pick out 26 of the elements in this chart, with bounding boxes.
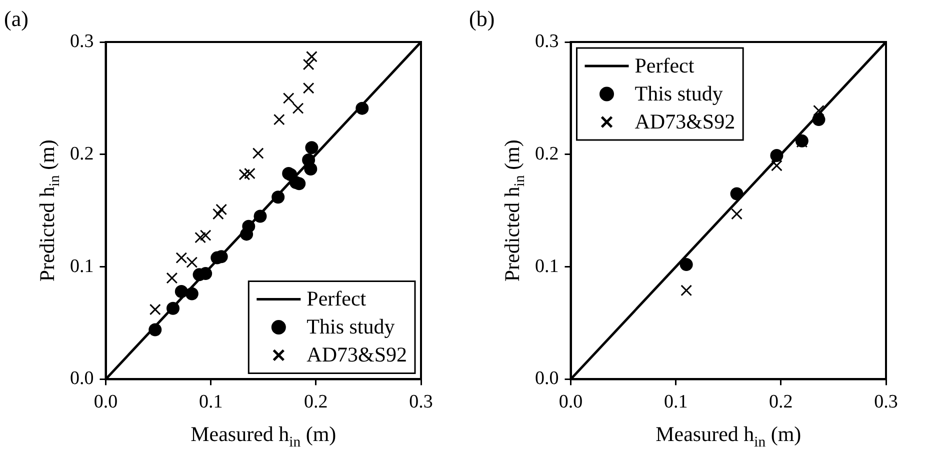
- chart-title: (a): [4, 6, 28, 31]
- y-tick-label: 0.1: [535, 256, 559, 277]
- x-tick-label: 0.0: [94, 392, 118, 413]
- legend-label: This study: [306, 314, 396, 339]
- y-tick-label: 0.1: [70, 256, 94, 277]
- legend-label: AD73&S92: [306, 342, 408, 367]
- chart-title: (b): [469, 6, 495, 31]
- y-axis-title: Predicted hin (m): [34, 140, 63, 282]
- x-tick-label: 0.1: [664, 392, 688, 413]
- x-tick-label: 0.0: [558, 392, 583, 413]
- x-tick-label: 0.3: [409, 392, 433, 413]
- legend-label: AD73&S92: [634, 110, 736, 134]
- y-tick-label: 0.2: [535, 143, 559, 164]
- y-tick-label: 0.0: [70, 368, 94, 390]
- y-tick-label: 0.3: [70, 30, 94, 52]
- y-tick-label: 0.0: [535, 368, 559, 390]
- y-tick-label: 0.2: [70, 143, 94, 164]
- x-tick-label: 0.1: [198, 392, 223, 413]
- x-tick-label: 0.2: [769, 392, 793, 413]
- x-tick-label: 0.2: [304, 392, 328, 413]
- legend-label: Perfect: [634, 54, 694, 78]
- y-tick-label: 0.3: [535, 30, 559, 52]
- legend-label: This study: [634, 82, 724, 106]
- legend-label: Perfect: [306, 286, 366, 311]
- x-tick-label: 0.3: [874, 392, 898, 413]
- y-axis-title: Predicted hin (m): [500, 140, 528, 282]
